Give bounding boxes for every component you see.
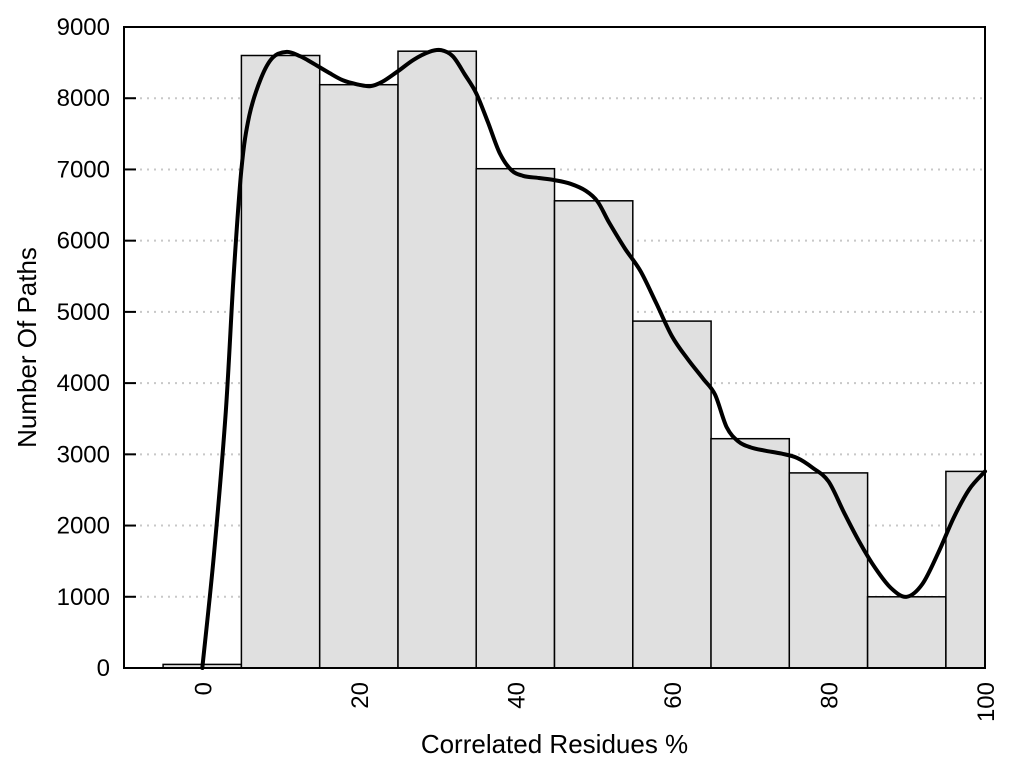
x-tick-label: 40 (503, 682, 530, 709)
y-axis-ticks (125, 26, 136, 669)
plot-border (123, 26, 986, 669)
histogram-bar (945, 470, 986, 669)
histogram-bars (162, 50, 986, 669)
x-axis-tick-labels: 0 20 40 60 80 100 (190, 682, 1000, 722)
y-tick-label: 2000 (57, 513, 110, 540)
y-axis-title: Number Of Paths (12, 247, 42, 448)
histogram-bar (710, 437, 791, 669)
histogram-bar (553, 200, 634, 669)
y-tick-label: 9000 (57, 14, 110, 41)
x-tick-label: 20 (347, 682, 374, 709)
y-tick-label: 5000 (57, 299, 110, 326)
histogram-bar (240, 54, 321, 669)
x-tick-label: 60 (660, 682, 687, 709)
y-tick-label: 8000 (57, 85, 110, 112)
histogram-bar (318, 83, 399, 669)
y-tick-label: 4000 (57, 370, 110, 397)
histogram-bar (788, 472, 869, 669)
x-tick-label: 100 (973, 682, 1000, 722)
histogram-bar (397, 50, 478, 669)
y-tick-label: 3000 (57, 441, 110, 468)
histogram-bar (475, 167, 556, 669)
x-tick-label: 80 (817, 682, 844, 709)
y-tick-label: 7000 (57, 156, 110, 183)
density-curve (200, 47, 987, 670)
y-axis-tick-labels: 0 1000 2000 3000 4000 5000 6000 7000 8000 9000 (57, 14, 110, 682)
y-tick-label: 0 (97, 655, 110, 682)
y-tick-label: 6000 (57, 228, 110, 255)
x-tick-label: 0 (190, 682, 217, 695)
x-axis-title: Correlated Residues % (421, 729, 688, 759)
histogram-bar (866, 596, 947, 669)
y-tick-label: 1000 (57, 584, 110, 611)
